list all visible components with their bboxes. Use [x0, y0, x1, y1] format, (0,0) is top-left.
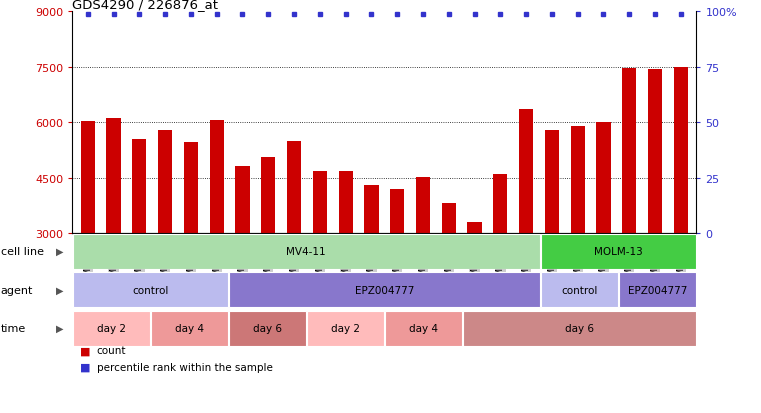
Bar — [541, 273, 617, 307]
Text: time: time — [1, 323, 26, 333]
Bar — [597, 123, 610, 233]
Bar — [519, 110, 533, 233]
Bar — [416, 177, 430, 233]
Bar — [493, 174, 508, 233]
Text: ■: ■ — [80, 362, 91, 372]
Bar — [390, 189, 404, 233]
Bar — [622, 69, 636, 233]
Text: day 4: day 4 — [175, 323, 204, 333]
Text: MOLM-13: MOLM-13 — [594, 247, 643, 256]
Bar — [673, 68, 688, 233]
Bar — [132, 140, 146, 233]
Text: percentile rank within the sample: percentile rank within the sample — [97, 362, 272, 372]
Bar — [235, 166, 250, 233]
Bar — [619, 273, 696, 307]
Text: agent: agent — [1, 285, 33, 295]
Text: ■: ■ — [80, 346, 91, 356]
Bar — [463, 311, 696, 346]
Text: ▶: ▶ — [56, 285, 63, 295]
Bar — [81, 122, 95, 233]
Bar — [441, 203, 456, 233]
Text: control: control — [561, 285, 597, 295]
Bar — [541, 234, 696, 269]
Bar — [73, 273, 228, 307]
Text: GDS4290 / 226876_at: GDS4290 / 226876_at — [72, 0, 218, 11]
Bar — [158, 131, 172, 233]
Text: day 2: day 2 — [97, 323, 126, 333]
Text: EPZ004777: EPZ004777 — [628, 285, 687, 295]
Bar — [209, 121, 224, 233]
Bar — [73, 311, 149, 346]
Text: day 6: day 6 — [565, 323, 594, 333]
Bar — [313, 171, 327, 233]
Bar — [365, 185, 378, 233]
Text: day 2: day 2 — [331, 323, 360, 333]
Text: ▶: ▶ — [56, 247, 63, 256]
Bar — [385, 311, 461, 346]
Bar — [184, 143, 198, 233]
Bar — [307, 311, 384, 346]
Text: EPZ004777: EPZ004777 — [355, 285, 414, 295]
Bar — [339, 171, 352, 233]
Bar — [545, 131, 559, 233]
Bar — [229, 311, 305, 346]
Text: cell line: cell line — [1, 247, 44, 256]
Bar — [287, 142, 301, 233]
Text: MV4-11: MV4-11 — [286, 247, 326, 256]
Bar — [229, 273, 540, 307]
Text: control: control — [132, 285, 168, 295]
Bar — [261, 158, 275, 233]
Bar — [467, 222, 482, 233]
Text: count: count — [97, 346, 126, 356]
Bar — [571, 126, 584, 233]
Bar — [107, 119, 121, 233]
Bar — [73, 234, 540, 269]
Text: ▶: ▶ — [56, 323, 63, 333]
Text: day 6: day 6 — [253, 323, 282, 333]
Text: day 4: day 4 — [409, 323, 438, 333]
Bar — [151, 311, 228, 346]
Bar — [648, 70, 662, 233]
